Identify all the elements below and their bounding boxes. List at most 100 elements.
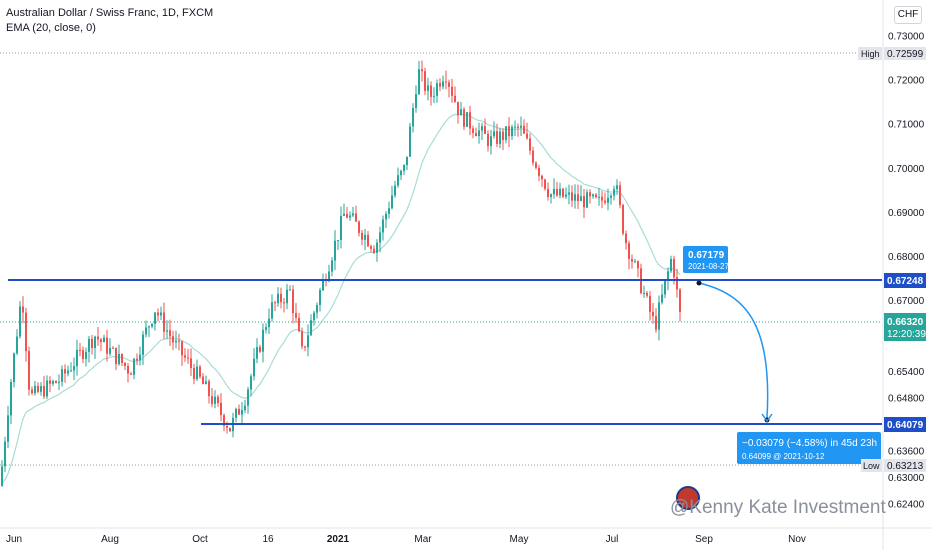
candle-body[interactable]	[541, 175, 543, 180]
candle-body[interactable]	[571, 192, 573, 201]
candle-body[interactable]	[502, 131, 504, 140]
candle-body[interactable]	[151, 323, 153, 327]
candle-body[interactable]	[616, 185, 618, 190]
candle-body[interactable]	[655, 316, 657, 330]
candle-body[interactable]	[577, 194, 579, 202]
candle-body[interactable]	[652, 311, 654, 317]
candle-body[interactable]	[217, 396, 219, 404]
candle-body[interactable]	[55, 381, 57, 383]
candle-body[interactable]	[469, 112, 471, 129]
candle-body[interactable]	[649, 295, 651, 312]
candle-body[interactable]	[322, 279, 324, 291]
candle-body[interactable]	[220, 403, 222, 416]
candle-body[interactable]	[358, 221, 360, 233]
candle-body[interactable]	[43, 386, 45, 397]
candle-body[interactable]	[628, 243, 630, 259]
candle-body[interactable]	[349, 215, 351, 218]
candle-body[interactable]	[46, 380, 48, 397]
candle-body[interactable]	[319, 290, 321, 306]
candle-body[interactable]	[133, 358, 135, 375]
candle-body[interactable]	[361, 232, 363, 240]
candle-body[interactable]	[250, 376, 252, 390]
candle-body[interactable]	[634, 261, 636, 263]
candle-body[interactable]	[490, 136, 492, 147]
candle-body[interactable]	[178, 340, 180, 342]
candle-body[interactable]	[145, 327, 147, 335]
candle-body[interactable]	[676, 277, 678, 290]
candle-body[interactable]	[388, 208, 390, 214]
candle-body[interactable]	[148, 326, 150, 328]
candle-body[interactable]	[346, 213, 348, 218]
candle-body[interactable]	[160, 312, 162, 316]
candle-body[interactable]	[19, 306, 21, 337]
candle-body[interactable]	[595, 194, 597, 198]
projection-start-point[interactable]	[696, 280, 702, 286]
candle-body[interactable]	[202, 376, 204, 385]
candle-body[interactable]	[16, 336, 18, 354]
candle-body[interactable]	[337, 240, 339, 242]
candle-body[interactable]	[475, 132, 477, 137]
candle-body[interactable]	[496, 131, 498, 144]
candle-body[interactable]	[622, 205, 624, 234]
candle-body[interactable]	[526, 133, 528, 139]
candle-body[interactable]	[130, 373, 132, 375]
candle-body[interactable]	[406, 156, 408, 165]
candle-body[interactable]	[139, 354, 141, 361]
currency-button[interactable]: CHF	[894, 6, 922, 24]
candle-body[interactable]	[157, 312, 159, 316]
candle-body[interactable]	[262, 329, 264, 352]
candle-body[interactable]	[403, 164, 405, 171]
candle-body[interactable]	[445, 81, 447, 83]
candle-body[interactable]	[271, 302, 273, 319]
candle-body[interactable]	[367, 234, 369, 247]
candle-body[interactable]	[235, 408, 237, 418]
candle-body[interactable]	[247, 389, 249, 406]
candle-body[interactable]	[10, 382, 12, 416]
candle-body[interactable]	[76, 349, 78, 367]
candle-body[interactable]	[310, 320, 312, 336]
candle-body[interactable]	[229, 427, 231, 432]
candle-body[interactable]	[355, 213, 357, 222]
candle-body[interactable]	[391, 195, 393, 209]
candle-body[interactable]	[517, 126, 519, 128]
candle-body[interactable]	[214, 396, 216, 404]
candle-body[interactable]	[91, 338, 93, 349]
candle-body[interactable]	[211, 396, 213, 404]
candle-body[interactable]	[1, 466, 3, 486]
candle-body[interactable]	[397, 175, 399, 186]
candle-body[interactable]	[373, 248, 375, 253]
candle-body[interactable]	[499, 131, 501, 144]
candle-body[interactable]	[4, 441, 6, 467]
candle-body[interactable]	[370, 246, 372, 249]
candle-body[interactable]	[658, 302, 660, 330]
candle-body[interactable]	[70, 370, 72, 372]
candle-body[interactable]	[172, 336, 174, 343]
candle-body[interactable]	[175, 340, 177, 343]
candle-body[interactable]	[670, 258, 672, 272]
projection-curve[interactable]	[698, 282, 769, 419]
candle-body[interactable]	[523, 125, 525, 134]
candle-body[interactable]	[439, 83, 441, 87]
candle-body[interactable]	[280, 293, 282, 303]
candle-body[interactable]	[505, 126, 507, 140]
candle-body[interactable]	[547, 188, 549, 197]
candle-body[interactable]	[679, 289, 681, 313]
candle-body[interactable]	[265, 327, 267, 330]
candle-body[interactable]	[61, 369, 63, 382]
candle-body[interactable]	[619, 185, 621, 206]
candle-body[interactable]	[88, 338, 90, 352]
candle-body[interactable]	[34, 385, 36, 394]
candle-body[interactable]	[97, 336, 99, 340]
time-axis[interactable]: Jun Aug Oct 16 2021 Mar May Jul Sep Nov	[6, 534, 806, 545]
price-scale[interactable]: 0.73000 0.72000 0.71000 0.70000 0.69000 0.680…	[888, 31, 925, 510]
candle-body[interactable]	[181, 341, 183, 356]
candle-body[interactable]	[73, 366, 75, 371]
candle-body[interactable]	[478, 130, 480, 137]
candle-body[interactable]	[238, 408, 240, 415]
ema-line[interactable]	[1, 113, 681, 485]
candle-body[interactable]	[487, 133, 489, 147]
candle-body[interactable]	[514, 126, 516, 128]
candle-body[interactable]	[286, 289, 288, 304]
candle-body[interactable]	[136, 358, 138, 361]
candle-body[interactable]	[637, 261, 639, 269]
